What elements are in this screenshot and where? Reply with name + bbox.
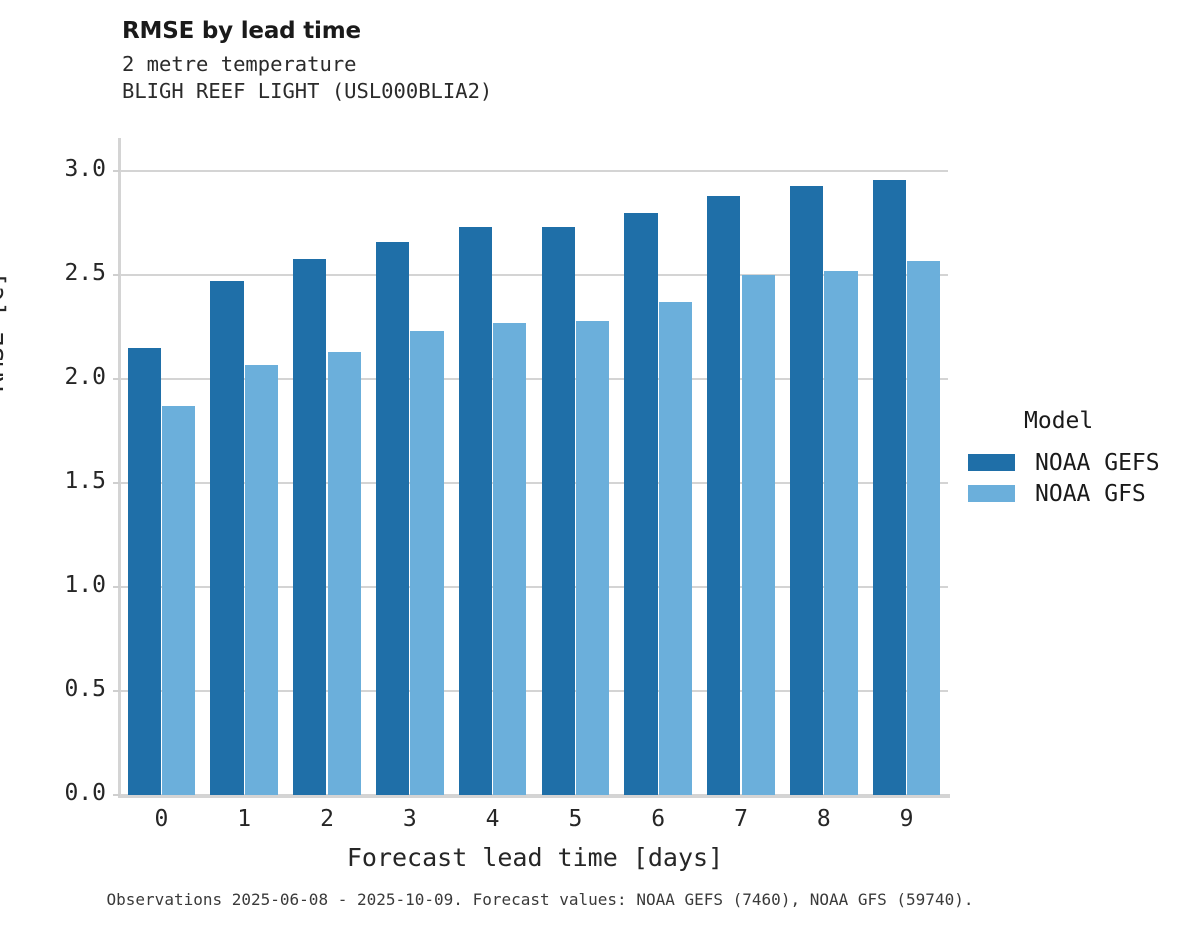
- y-tick-mark: [113, 378, 120, 381]
- y-tick-label: 0.5: [64, 676, 106, 703]
- y-tick-label: 2.0: [64, 364, 106, 391]
- bar-noaa-gefs-day-9: [872, 179, 906, 795]
- legend-swatch-icon: [968, 454, 1015, 471]
- bar-noaa-gefs-day-8: [790, 185, 824, 795]
- gridline: [120, 482, 948, 485]
- legend-item-label: NOAA GEFS: [1035, 449, 1160, 476]
- title-block: RMSE by lead time 2 metre temperature BL…: [122, 18, 492, 104]
- chart-subtitle-variable: 2 metre temperature: [122, 52, 357, 77]
- y-axis-title: RMSE [C]: [0, 271, 9, 392]
- bar-noaa-gfs-day-4: [493, 322, 527, 795]
- bar-noaa-gfs-day-9: [907, 260, 941, 795]
- bar-noaa-gfs-day-7: [741, 275, 775, 795]
- y-tick-mark: [113, 482, 120, 485]
- gridline: [120, 378, 948, 381]
- chart-subtitle-station: BLIGH REEF LIGHT (USL000BLIA2): [122, 78, 493, 103]
- page-title: RMSE by lead time: [122, 18, 361, 44]
- legend-swatch-icon: [968, 485, 1015, 502]
- y-axis-spine: [118, 138, 121, 797]
- x-tick-label: 6: [651, 806, 666, 832]
- bar-noaa-gefs-day-1: [210, 281, 244, 795]
- bar-noaa-gfs-day-0: [162, 406, 196, 795]
- plot-area: [113, 138, 950, 798]
- gridline: [120, 690, 948, 693]
- gridline: [120, 274, 948, 277]
- bar-noaa-gefs-day-3: [376, 241, 410, 795]
- bar-noaa-gefs-day-4: [458, 227, 492, 795]
- bar-noaa-gfs-day-2: [327, 352, 361, 795]
- x-axis-spine: [118, 794, 950, 798]
- y-tick-mark: [113, 690, 120, 693]
- x-tick-label: 1: [237, 806, 252, 832]
- gridline: [120, 794, 948, 796]
- x-tick-label: 3: [402, 806, 417, 832]
- x-tick-label: 0: [154, 806, 169, 832]
- x-tick-label: 9: [899, 806, 914, 832]
- bar-noaa-gfs-day-8: [824, 271, 858, 795]
- gridline: [120, 170, 948, 173]
- x-tick-label: 8: [816, 806, 831, 832]
- bar-noaa-gefs-day-5: [541, 227, 575, 795]
- bar-noaa-gefs-day-0: [127, 347, 161, 795]
- y-tick-label: 0.0: [64, 780, 106, 806]
- bar-noaa-gefs-day-2: [293, 258, 327, 795]
- bar-noaa-gfs-day-6: [658, 302, 692, 795]
- bar-noaa-gfs-day-1: [244, 364, 278, 795]
- legend-item[interactable]: NOAA GEFS: [968, 447, 1188, 478]
- y-tick-mark: [113, 274, 120, 277]
- x-tick-label: 4: [485, 806, 500, 832]
- bar-noaa-gefs-day-6: [624, 212, 658, 795]
- y-tick-mark: [113, 170, 120, 173]
- x-tick-label: 5: [568, 806, 583, 832]
- y-tick-mark: [113, 794, 120, 796]
- x-axis-title: Forecast lead time [days]: [346, 843, 724, 872]
- y-tick-mark: [113, 586, 120, 589]
- bar-noaa-gefs-day-7: [707, 196, 741, 795]
- legend-entries: NOAA GEFS NOAA GFS: [968, 447, 1188, 509]
- legend: Model NOAA GEFS NOAA GFS: [968, 408, 1188, 509]
- bar-noaa-gfs-day-5: [576, 320, 610, 795]
- y-tick-label: 3.0: [64, 156, 106, 183]
- x-tick-label: 7: [734, 806, 748, 832]
- gridline: [120, 586, 948, 589]
- footer-caption: Observations 2025-06-08 - 2025-10-09. Fo…: [106, 890, 974, 909]
- x-tick-label: 2: [320, 806, 334, 832]
- legend-item-label: NOAA GFS: [1035, 480, 1146, 507]
- legend-title: Model: [1024, 408, 1094, 434]
- bar-noaa-gfs-day-3: [410, 331, 444, 795]
- y-tick-label: 1.0: [64, 572, 106, 599]
- y-tick-label: 2.5: [64, 260, 106, 287]
- legend-item[interactable]: NOAA GFS: [968, 478, 1188, 509]
- y-tick-label: 1.5: [64, 468, 106, 495]
